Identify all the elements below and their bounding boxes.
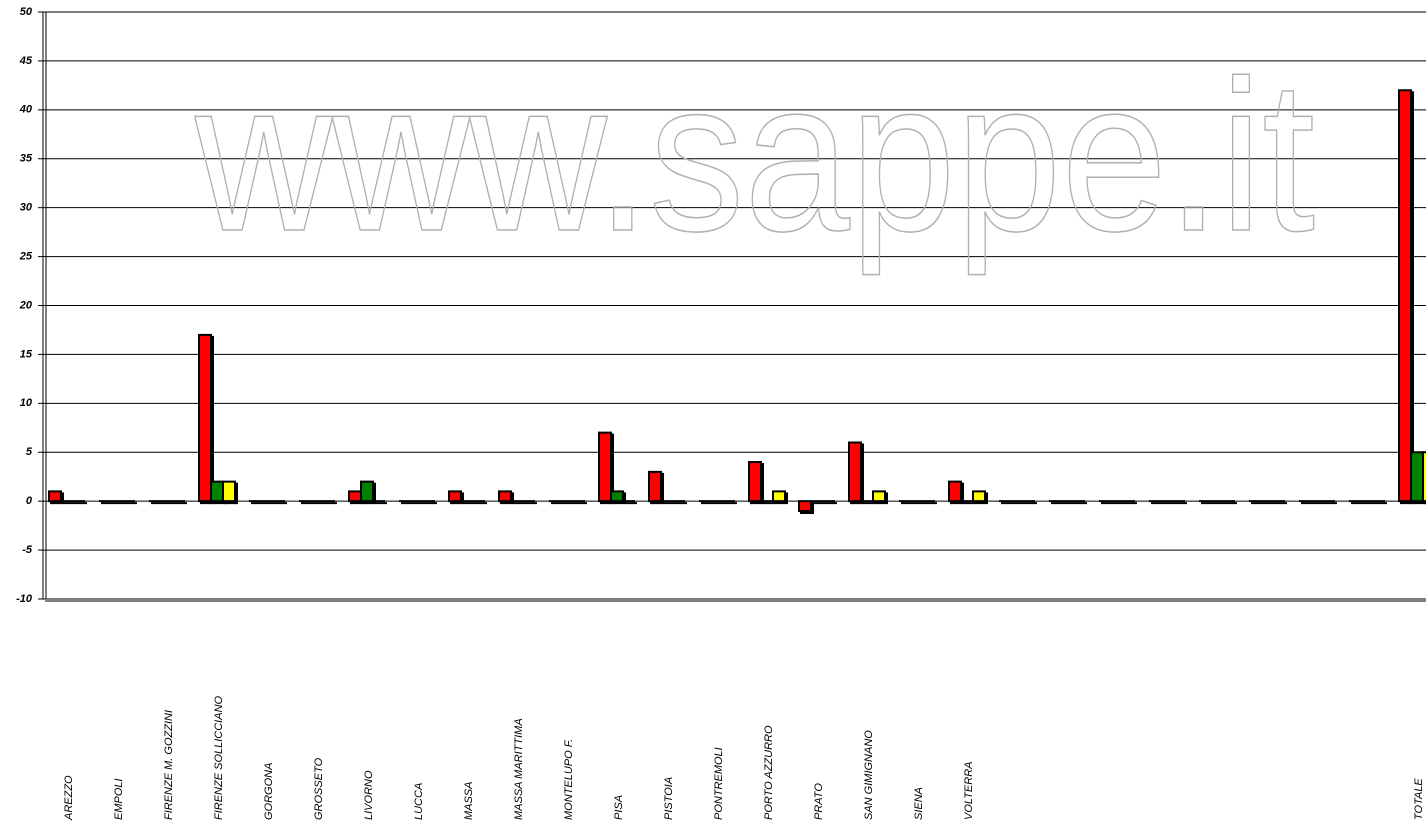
bar [648,470,662,503]
bar [1422,451,1426,503]
bar [798,500,812,512]
watermark: www.sappe.it [194,35,1315,276]
y-tick-label: 40 [19,104,33,116]
bar [1398,89,1412,503]
x-tick-label: PORTO AZZURRO [763,725,775,820]
bar [598,431,612,503]
x-tick-label: PISA [613,795,625,820]
bar [872,490,886,503]
bar [972,490,986,503]
bar [210,480,224,503]
y-tick-label: 15 [20,348,33,360]
x-tick-label: MONTELUPO F. [563,739,575,820]
x-tick-label: PRATO [813,783,825,820]
x-tick-label: EMPOLI [113,778,125,820]
bar [1410,451,1424,503]
bar [610,490,624,503]
bar [198,333,212,503]
y-tick-label: 45 [19,55,33,67]
y-tick-label: 50 [20,6,33,18]
y-tick-label: 35 [20,153,33,165]
y-tick-label: 0 [26,495,33,507]
x-tick-label: GORGONA [263,763,275,820]
x-tick-label: FIRENZE SOLLICCIANO [213,695,225,820]
bar [222,480,236,503]
x-tick-label: LUCCA [413,783,425,820]
x-tick-label: VOLTERRA [963,762,975,820]
bar [48,490,62,503]
x-tick-label: AREZZO [63,775,75,821]
x-tick-label: TOTALE [1413,778,1425,820]
x-tick-label: SAN GIMIGNANO [863,730,875,820]
bar [498,490,512,503]
x-tick-label: LIVORNO [363,770,375,820]
x-tick-label: MASSA [463,781,475,820]
y-tick-label: 5 [26,446,33,458]
x-tick-label: SIENA [913,787,925,820]
x-tick-label: GROSSETO [313,757,325,820]
y-tick-label: 25 [19,250,33,262]
y-tick-label: -5 [22,544,33,556]
bar [948,480,962,503]
x-tick-label: FIRENZE M. GOZZINI [163,710,175,820]
x-tick-label: PONTREMOLI [713,747,725,820]
bar [348,490,362,503]
bar [448,490,462,503]
y-tick-label: -10 [16,593,33,605]
bar [772,490,786,503]
y-tick-label: 20 [19,299,33,311]
bar [848,441,862,503]
bar [360,480,374,503]
y-tick-label: 10 [20,397,33,409]
bar [748,461,762,503]
y-tick-label: 30 [20,202,33,214]
x-tick-label: PISTOIA [663,777,675,820]
x-tick-label: MASSA MARITTIMA [513,718,525,820]
